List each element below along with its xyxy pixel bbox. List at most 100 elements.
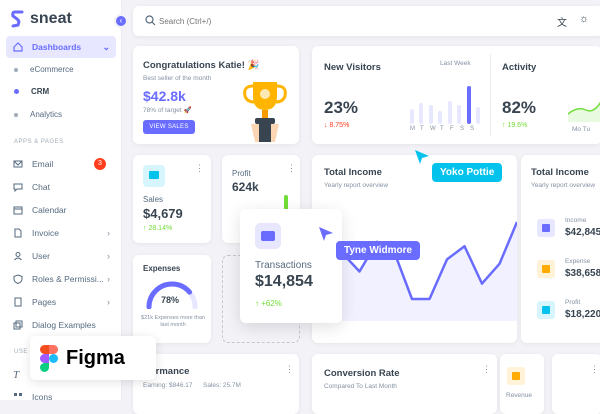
bullet-icon	[14, 89, 19, 94]
bullet-icon	[14, 67, 18, 72]
search-input[interactable]	[159, 13, 359, 29]
collapse-sidebar-button[interactable]: ‹	[114, 14, 128, 28]
search-icon	[145, 15, 156, 26]
visitor-bar	[447, 101, 452, 124]
sales-change: ↑ 28.14%	[143, 225, 172, 232]
transactions-label: Transactions	[255, 260, 312, 271]
income-area	[342, 222, 517, 321]
more-options-icon[interactable]: ⋮	[482, 364, 491, 374]
sidebar-item-typography[interactable]: T	[6, 364, 116, 386]
profit-label: Profit	[232, 169, 251, 178]
chevron-right-icon: ›	[107, 251, 110, 261]
more-options-icon[interactable]: ⋮	[285, 364, 294, 374]
sidebar-item-calendar[interactable]: Calendar	[6, 199, 116, 221]
sidebar-item-icons[interactable]: Icons	[6, 386, 116, 408]
activity-area-chart	[568, 101, 600, 122]
expenses-value: 78%	[161, 295, 180, 305]
user-icon	[14, 252, 22, 261]
conversion-title: Conversion Rate	[324, 368, 400, 379]
wallet-icon	[537, 260, 555, 278]
new-visitors-change-value: 8.75%	[329, 122, 350, 129]
sales-label: Sales	[143, 195, 164, 204]
sidebar-item-label: Chat	[32, 182, 50, 192]
transactions-card: Transactions $14,854 ↑ +62%	[240, 209, 342, 323]
sidebar-item-label: Pages	[32, 297, 57, 307]
typography-icon: T	[13, 369, 20, 381]
sidebar-item-chat[interactable]: Chat	[6, 176, 116, 198]
revenue-card: Revenue	[500, 354, 544, 414]
bullet-icon	[14, 112, 18, 117]
sneat-logo-icon	[11, 10, 24, 28]
sidebar-subitem-analytics[interactable]: Analytics	[14, 110, 62, 119]
sidebar-item-pages[interactable]: Pages ›	[6, 291, 116, 313]
day-label: F	[450, 126, 454, 132]
expense-row-value: $38,658	[565, 268, 600, 279]
sidebar-item-dialog-examples[interactable]: Dialog Examples	[6, 314, 116, 336]
sidebar-item-label: Dashboards	[32, 42, 82, 52]
activity-day-labels: Mo Tu	[572, 126, 590, 133]
arrow-up-icon: ↑	[502, 122, 508, 129]
transactions-change-value: +62%	[261, 299, 282, 308]
more-options-icon[interactable]: ⋮	[287, 163, 296, 173]
sales-value: $4,679	[143, 206, 183, 221]
translate-icon[interactable]: 文	[557, 18, 567, 29]
tyne-cursor-icon	[319, 227, 333, 241]
shield-icon	[13, 274, 23, 284]
figma-label: Figma	[66, 346, 125, 369]
conversion-subtitle: Compared To Last Month	[324, 383, 397, 390]
revenue-label: Revenue	[506, 392, 533, 399]
home-icon	[13, 42, 23, 52]
sales-card: ⋮ Sales $4,679 ↑ 28.14%	[133, 155, 211, 243]
day-label: W	[430, 126, 436, 132]
congrats-amount: $42.8k	[143, 88, 186, 104]
profit-row-label: Profit	[565, 299, 581, 306]
sidebar-item-user[interactable]: User ›	[6, 245, 116, 267]
congrats-card: Congratulations Katie! 🎉 Best seller of …	[133, 46, 299, 144]
grid-icon	[14, 393, 22, 396]
activity-change: ↑ 19.6%	[502, 122, 527, 129]
activity-title: Activity	[502, 62, 537, 73]
more-options-icon[interactable]: ⋮	[590, 364, 599, 374]
total-income-side-title: Total Income	[531, 167, 589, 178]
arrow-up-icon: ↑	[143, 225, 149, 232]
view-sales-button[interactable]: VIEW SALES	[143, 120, 195, 134]
divider	[490, 54, 491, 136]
total-income-title: Total Income	[324, 167, 382, 178]
sidebar-item-dashboards[interactable]: Dashboards ⌄	[6, 36, 116, 58]
congrats-title: Congratulations Katie! 🎉	[143, 60, 260, 71]
profit-value: 624k	[232, 180, 259, 194]
new-visitors-title: New Visitors	[324, 62, 381, 73]
pages-icon	[14, 297, 22, 307]
figma-logo-icon	[40, 344, 58, 372]
expenses-gauge	[146, 281, 198, 309]
tyne-cursor-label: Tyne Widmore	[336, 241, 421, 260]
logo[interactable]: sneat	[11, 10, 72, 28]
day-label: T	[440, 126, 444, 132]
sidebar-subitem-ecommerce[interactable]: eCommerce	[14, 65, 74, 74]
performance-earning: Earning: $846.17	[143, 382, 193, 389]
day-label: T	[420, 126, 424, 132]
email-count-badge: 3	[94, 158, 106, 170]
day-label: S	[460, 126, 465, 132]
chevron-down-icon: ⌄	[102, 41, 110, 52]
sidebar-item-label: Calendar	[32, 205, 67, 215]
new-visitors-bar-chart	[410, 86, 480, 124]
sidebar-item-label: Email	[32, 159, 54, 169]
chart-icon	[537, 301, 555, 319]
more-options-icon[interactable]: ⋮	[195, 163, 204, 173]
sidebar-item-roles[interactable]: Roles & Permissi... ›	[6, 268, 116, 290]
sidebar-item-invoice[interactable]: Invoice ›	[6, 222, 116, 244]
sidebar-item-email[interactable]: Email 3	[6, 153, 116, 175]
performance-title: rformance	[143, 366, 190, 377]
sidebar-item-label: Roles & Permissi...	[32, 274, 104, 284]
sidebar-subitem-crm[interactable]: CRM	[14, 87, 49, 96]
section-header: USE	[14, 349, 28, 355]
visitor-bar	[410, 108, 414, 124]
theme-toggle-icon[interactable]: ☼	[579, 13, 590, 25]
day-label: Tu	[582, 126, 591, 133]
visitor-bar	[457, 105, 462, 124]
visitor-bar	[466, 86, 471, 124]
sidebar-subitem-label: Analytics	[30, 110, 63, 119]
copy-icon	[13, 320, 23, 330]
